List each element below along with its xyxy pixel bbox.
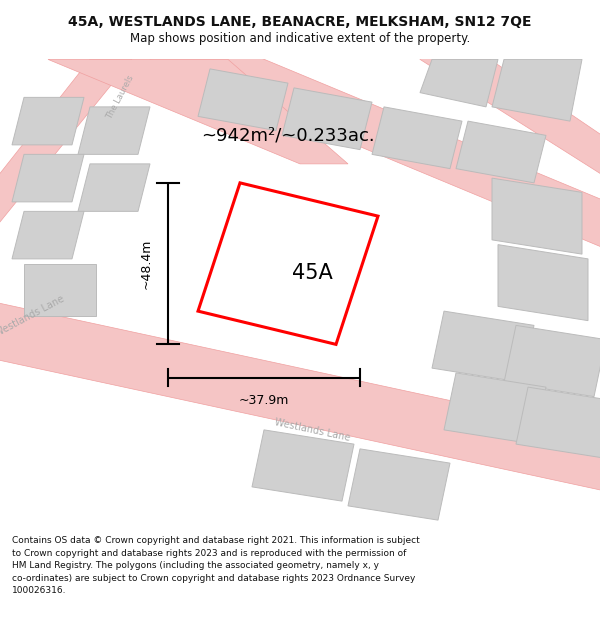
Text: 45A: 45A [292, 263, 332, 283]
Polygon shape [498, 244, 588, 321]
Text: 45A, WESTLANDS LANE, BEANACRE, MELKSHAM, SN12 7QE: 45A, WESTLANDS LANE, BEANACRE, MELKSHAM,… [68, 15, 532, 29]
Polygon shape [24, 264, 96, 316]
Polygon shape [492, 59, 582, 121]
Polygon shape [150, 12, 600, 259]
Polygon shape [492, 178, 582, 254]
Text: Map shows position and indicative extent of the property.: Map shows position and indicative extent… [130, 31, 470, 44]
Polygon shape [12, 98, 84, 145]
Text: ~37.9m: ~37.9m [239, 394, 289, 408]
Polygon shape [282, 88, 372, 149]
Polygon shape [444, 373, 546, 444]
Polygon shape [504, 326, 600, 397]
Polygon shape [372, 107, 462, 169]
Polygon shape [432, 311, 534, 382]
Polygon shape [420, 59, 498, 107]
Polygon shape [0, 297, 600, 496]
Text: Contains OS data © Crown copyright and database right 2021. This information is : Contains OS data © Crown copyright and d… [12, 536, 420, 595]
Polygon shape [78, 164, 150, 211]
Text: Westlands Lane: Westlands Lane [0, 293, 67, 338]
Polygon shape [252, 430, 354, 501]
Polygon shape [348, 449, 450, 520]
Text: ~942m²/~0.233ac.: ~942m²/~0.233ac. [201, 126, 375, 144]
Polygon shape [420, 12, 600, 192]
Polygon shape [0, 59, 132, 259]
Text: The Laurels: The Laurels [104, 74, 136, 121]
Polygon shape [516, 387, 600, 458]
Text: Westlands Lane: Westlands Lane [273, 417, 351, 442]
Polygon shape [198, 183, 378, 344]
Polygon shape [12, 154, 84, 202]
Polygon shape [48, 59, 348, 164]
Polygon shape [456, 121, 546, 183]
Polygon shape [198, 69, 288, 131]
Text: ~48.4m: ~48.4m [140, 238, 153, 289]
Polygon shape [12, 211, 84, 259]
Polygon shape [78, 107, 150, 154]
